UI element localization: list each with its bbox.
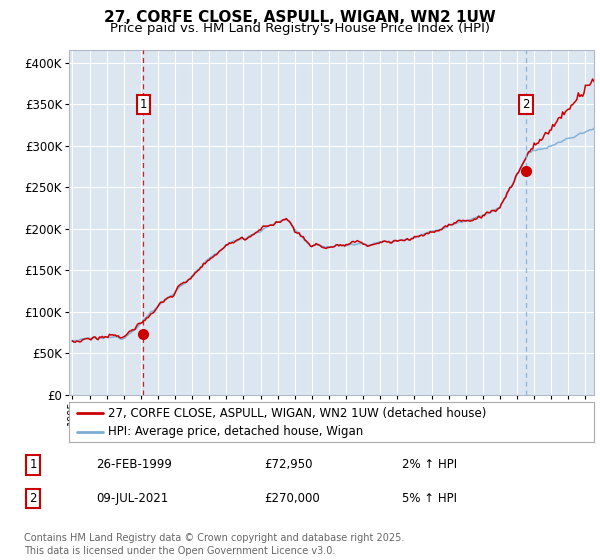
Text: 27, CORFE CLOSE, ASPULL, WIGAN, WN2 1UW (detached house): 27, CORFE CLOSE, ASPULL, WIGAN, WN2 1UW … <box>109 407 487 420</box>
Text: Contains HM Land Registry data © Crown copyright and database right 2025.
This d: Contains HM Land Registry data © Crown c… <box>24 533 404 556</box>
Text: £72,950: £72,950 <box>264 458 313 472</box>
Text: 09-JUL-2021: 09-JUL-2021 <box>96 492 168 505</box>
Text: 2: 2 <box>29 492 37 505</box>
Text: 27, CORFE CLOSE, ASPULL, WIGAN, WN2 1UW: 27, CORFE CLOSE, ASPULL, WIGAN, WN2 1UW <box>104 10 496 25</box>
Text: 2% ↑ HPI: 2% ↑ HPI <box>402 458 457 472</box>
Text: 5% ↑ HPI: 5% ↑ HPI <box>402 492 457 505</box>
Text: 2: 2 <box>522 98 530 111</box>
Text: 1: 1 <box>29 458 37 472</box>
Text: 26-FEB-1999: 26-FEB-1999 <box>96 458 172 472</box>
Text: HPI: Average price, detached house, Wigan: HPI: Average price, detached house, Wiga… <box>109 426 364 438</box>
Text: Price paid vs. HM Land Registry's House Price Index (HPI): Price paid vs. HM Land Registry's House … <box>110 22 490 35</box>
Text: £270,000: £270,000 <box>264 492 320 505</box>
Text: 1: 1 <box>140 98 147 111</box>
